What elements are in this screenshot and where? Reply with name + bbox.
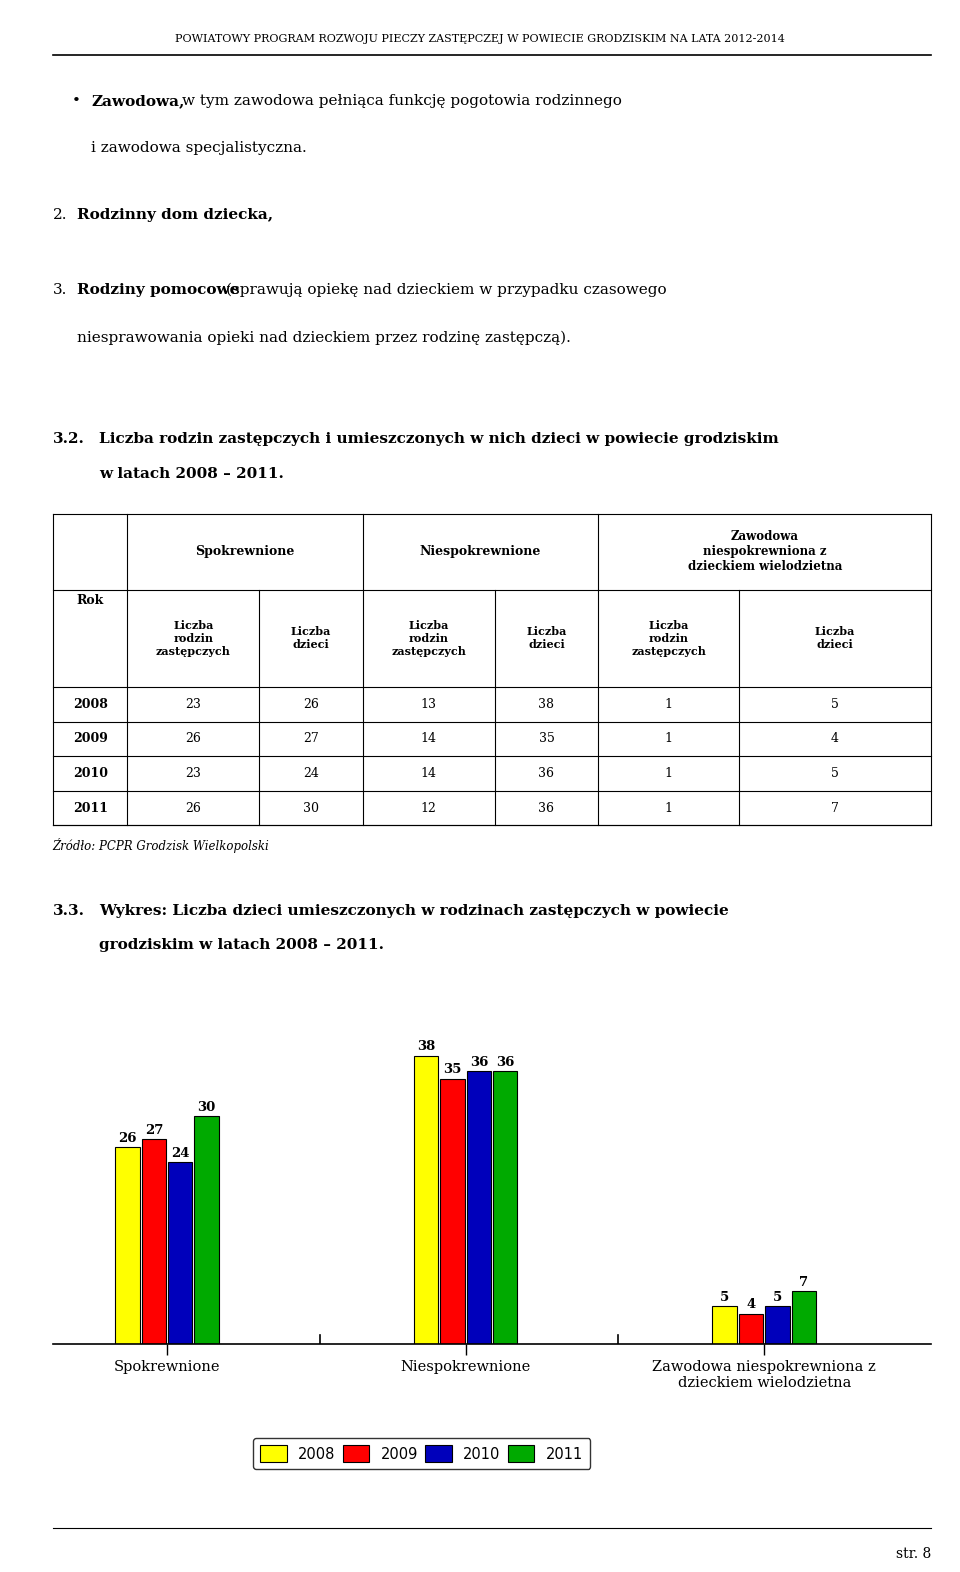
Bar <box>414 1056 439 1344</box>
Text: 30: 30 <box>198 1100 216 1115</box>
Text: 36: 36 <box>469 1056 488 1069</box>
Legend: 2008, 2009, 2010, 2011: 2008, 2009, 2010, 2011 <box>253 1438 590 1470</box>
Text: Liczba
rodzin
zastępczych: Liczba rodzin zastępczych <box>156 619 230 657</box>
Text: w tym zawodowa pełniąca funkcję pogotowia rodzinnego: w tym zawodowa pełniąca funkcję pogotowi… <box>182 94 622 108</box>
Text: 2008: 2008 <box>73 698 108 711</box>
Bar <box>194 1116 219 1344</box>
Text: 23: 23 <box>185 767 202 780</box>
Text: 7: 7 <box>831 802 839 814</box>
Text: Źródło: PCPR Grodzisk Wielkopolski: Źródło: PCPR Grodzisk Wielkopolski <box>53 838 270 854</box>
Text: 1: 1 <box>664 802 673 814</box>
Text: 36: 36 <box>539 802 555 814</box>
Text: Liczba
rodzin
zastępczych: Liczba rodzin zastępczych <box>392 619 467 657</box>
Text: Liczba
dzieci: Liczba dzieci <box>815 626 855 651</box>
Text: 1: 1 <box>664 733 673 745</box>
Text: grodziskim w latach 2008 – 2011.: grodziskim w latach 2008 – 2011. <box>99 938 384 953</box>
Text: str. 8: str. 8 <box>896 1547 931 1561</box>
Text: w latach 2008 – 2011.: w latach 2008 – 2011. <box>99 467 284 481</box>
Bar <box>168 1162 192 1344</box>
Text: Spokrewnione: Spokrewnione <box>196 545 295 558</box>
Text: 14: 14 <box>420 733 437 745</box>
Text: i zawodowa specjalistyczna.: i zawodowa specjalistyczna. <box>91 141 307 156</box>
Text: 5: 5 <box>773 1291 782 1303</box>
Text: niesprawowania opieki nad dzieckiem przez rodzinę zastępczą).: niesprawowania opieki nad dzieckiem prze… <box>77 330 570 344</box>
Bar <box>492 1071 517 1344</box>
Text: POWIATOWY PROGRAM ROZWOJU PIECZY ZASTĘPCZEJ W POWIECIE GRODZISKIM NA LATA 2012-2: POWIATOWY PROGRAM ROZWOJU PIECZY ZASTĘPC… <box>175 35 785 44</box>
Text: Liczba
dzieci: Liczba dzieci <box>526 626 566 651</box>
Text: 35: 35 <box>539 733 554 745</box>
Text: Rodziny pomocowe: Rodziny pomocowe <box>77 283 239 297</box>
Bar <box>792 1291 816 1344</box>
Bar <box>141 1140 166 1344</box>
Text: Liczba
rodzin
zastępczych: Liczba rodzin zastępczych <box>631 619 706 657</box>
Text: 26: 26 <box>118 1132 136 1144</box>
Text: 38: 38 <box>417 1041 435 1053</box>
Bar <box>712 1306 737 1344</box>
Text: 2.: 2. <box>53 208 67 222</box>
Text: Rok: Rok <box>77 594 104 607</box>
Text: 5: 5 <box>831 767 839 780</box>
Text: 26: 26 <box>303 698 319 711</box>
Text: 5: 5 <box>720 1291 730 1303</box>
Text: 3.3.: 3.3. <box>53 904 84 918</box>
Text: 2009: 2009 <box>73 733 108 745</box>
Text: 26: 26 <box>185 733 202 745</box>
Text: 4: 4 <box>747 1298 756 1311</box>
Bar <box>765 1306 790 1344</box>
Text: 3.2.: 3.2. <box>53 432 84 446</box>
Text: 26: 26 <box>185 802 202 814</box>
Text: Liczba rodzin zastępczych i umieszczonych w nich dzieci w powiecie grodziskim: Liczba rodzin zastępczych i umieszczonyc… <box>99 432 779 446</box>
Text: 5: 5 <box>831 698 839 711</box>
Text: 38: 38 <box>539 698 555 711</box>
Text: 36: 36 <box>539 767 555 780</box>
Text: 1: 1 <box>664 767 673 780</box>
Text: Wykres: Liczba dzieci umieszczonych w rodzinach zastępczych w powiecie: Wykres: Liczba dzieci umieszczonych w ro… <box>99 904 729 918</box>
Text: 27: 27 <box>145 1124 163 1137</box>
Bar <box>115 1148 140 1344</box>
Text: Niespokrewnione: Niespokrewnione <box>420 545 541 558</box>
Bar <box>441 1078 465 1344</box>
Bar <box>739 1314 763 1344</box>
Text: 12: 12 <box>420 802 437 814</box>
Text: Zawodowa,: Zawodowa, <box>91 94 184 108</box>
Text: 4: 4 <box>831 733 839 745</box>
Text: Liczba
dzieci: Liczba dzieci <box>291 626 331 651</box>
Text: 30: 30 <box>303 802 319 814</box>
Text: 14: 14 <box>420 767 437 780</box>
Text: 36: 36 <box>496 1056 515 1069</box>
Text: 7: 7 <box>800 1275 808 1289</box>
Text: •: • <box>72 94 81 108</box>
Text: 13: 13 <box>420 698 437 711</box>
Text: 35: 35 <box>444 1063 462 1077</box>
Text: Zawodowa
niespokrewniona z
dzieckiem wielodzietna: Zawodowa niespokrewniona z dzieckiem wie… <box>687 530 842 574</box>
Text: 24: 24 <box>303 767 319 780</box>
Text: (sprawują opiekę nad dzieckiem w przypadku czasowego: (sprawują opiekę nad dzieckiem w przypad… <box>226 283 666 297</box>
Text: Rodzinny dom dziecka,: Rodzinny dom dziecka, <box>77 208 273 222</box>
Text: 2010: 2010 <box>73 767 108 780</box>
Text: 2011: 2011 <box>73 802 108 814</box>
Text: 23: 23 <box>185 698 202 711</box>
Text: 27: 27 <box>303 733 319 745</box>
Bar <box>467 1071 492 1344</box>
Text: 24: 24 <box>171 1146 189 1160</box>
Text: 3.: 3. <box>53 283 67 297</box>
Text: 1: 1 <box>664 698 673 711</box>
